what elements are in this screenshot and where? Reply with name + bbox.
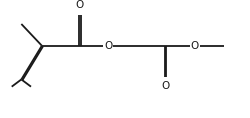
Text: O: O: [75, 0, 83, 10]
Text: O: O: [191, 41, 199, 51]
Text: O: O: [104, 41, 112, 51]
Text: O: O: [162, 81, 170, 91]
